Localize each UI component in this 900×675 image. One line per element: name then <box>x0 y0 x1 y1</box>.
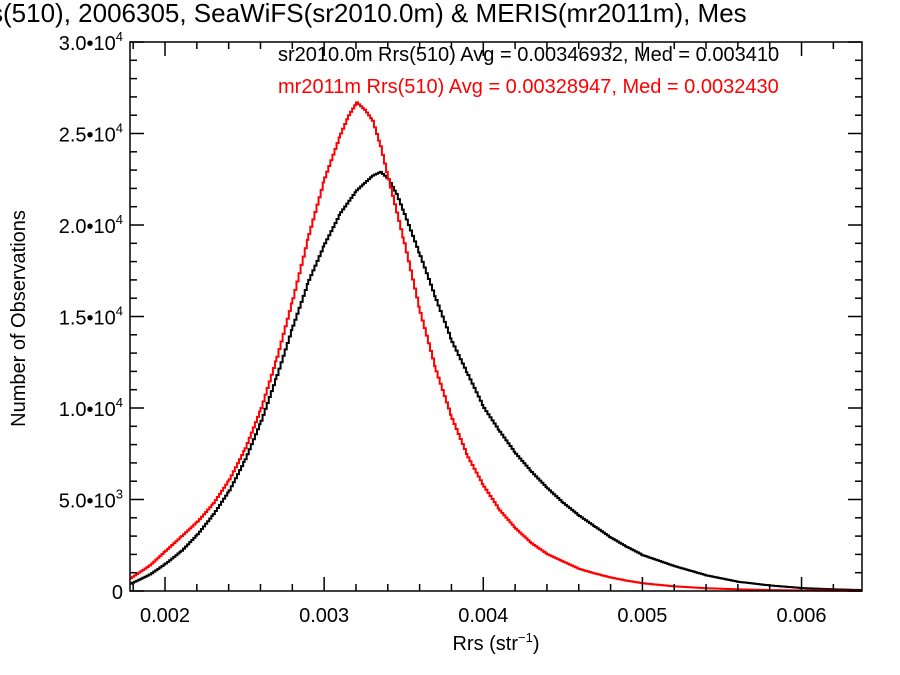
legend-entry-seawifs: sr2010.0m Rrs(510) Avg = 0.00346932, Med… <box>278 44 780 66</box>
series-line-seawifs <box>130 170 862 592</box>
x-tick-label: 0.004 <box>458 605 508 627</box>
x-tick-label: 0.002 <box>140 605 190 627</box>
y-tick-label: 2.0•104 <box>59 212 123 238</box>
tick-labels: 0.002 0.003 0.004 0.005 0.006 0 5.0•103 1.0•104… <box>59 29 827 627</box>
y-tick-label: 1.0•104 <box>59 395 123 421</box>
plot-area <box>130 101 862 592</box>
x-tick-label: 0.006 <box>776 605 826 627</box>
axis-ticks <box>130 41 862 592</box>
y-axis-label: Number of Observations <box>8 210 30 427</box>
chart-title: s(510), 2006305, SeaWiFS(sr2010.0m) & ME… <box>0 0 747 28</box>
y-tick-label: 5.0•103 <box>59 487 123 513</box>
legend-entry-meris: mr2011m Rrs(510) Avg = 0.00328947, Med =… <box>278 76 779 98</box>
series-line-meris <box>130 101 862 592</box>
x-tick-label: 0.005 <box>617 605 667 627</box>
x-axis-label: Rrs (str−1) <box>452 630 539 655</box>
x-tick-label: 0.003 <box>299 605 349 627</box>
plot-frame <box>129 41 863 592</box>
y-tick-label: 3.0•104 <box>59 29 123 55</box>
y-tick-label: 2.5•104 <box>59 121 123 147</box>
y-tick-label: 0 <box>112 582 123 604</box>
y-tick-label: 1.5•104 <box>59 304 123 330</box>
